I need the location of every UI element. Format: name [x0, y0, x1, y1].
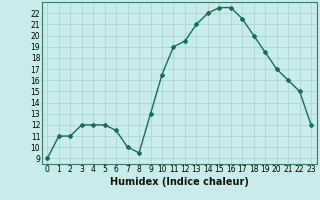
X-axis label: Humidex (Indice chaleur): Humidex (Indice chaleur): [110, 177, 249, 187]
